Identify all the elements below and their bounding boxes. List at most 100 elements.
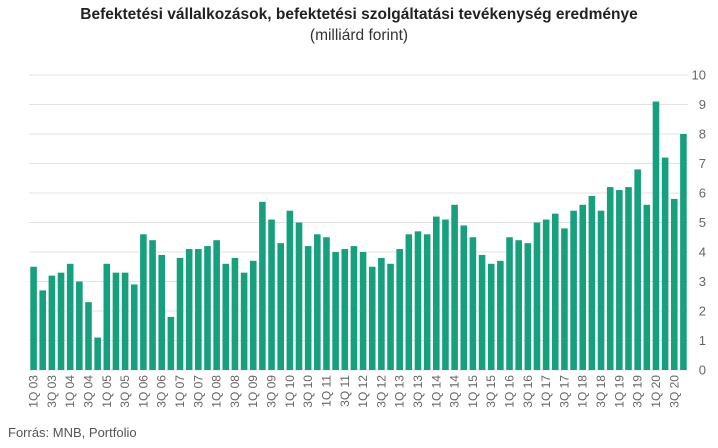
y-tick-label: 7 [699, 156, 706, 171]
x-tick-label: 1Q 13 [393, 375, 407, 408]
x-tick-label: 3Q 13 [411, 375, 425, 408]
bar [158, 254, 166, 370]
grid-lines [29, 74, 688, 371]
bar [643, 204, 651, 370]
bar [487, 263, 495, 370]
x-tick-label: 1Q 16 [503, 375, 517, 408]
bar [661, 157, 669, 370]
bar [670, 198, 678, 370]
y-tick-label: 5 [699, 215, 706, 230]
bar [497, 260, 504, 370]
bar [542, 219, 550, 370]
bar [167, 316, 175, 370]
bar [606, 187, 614, 370]
bar [423, 234, 431, 370]
bar [85, 302, 92, 370]
bar [57, 272, 65, 370]
bar [405, 234, 413, 370]
bar [295, 222, 303, 370]
bar [231, 257, 239, 370]
bar [204, 246, 211, 370]
bar [387, 263, 394, 370]
x-tick-label: 3Q 17 [557, 375, 571, 408]
bar [314, 234, 321, 370]
y-axis-ticks: 0 1 2 3 4 5 6 7 8 9 10 [692, 68, 706, 378]
bar [249, 260, 257, 370]
x-tick-label: 1Q 03 [27, 375, 41, 408]
chart-subtitle: (milliárd forint) [309, 27, 409, 44]
x-tick-label: 1Q 09 [246, 375, 260, 408]
x-tick-label: 3Q 14 [448, 375, 462, 408]
bar [634, 169, 641, 370]
bar [185, 249, 193, 370]
x-tick-label: 1Q 04 [63, 375, 77, 408]
y-tick-label: 0 [699, 363, 706, 378]
y-tick-label: 1 [699, 333, 706, 348]
x-tick-label: 1Q 14 [429, 375, 443, 408]
bar [341, 249, 349, 370]
bars [30, 101, 687, 371]
x-tick-label: 1Q 19 [612, 375, 626, 408]
bar [94, 337, 101, 370]
source-note: Forrás: MNB, Portfolio [8, 425, 137, 440]
x-tick-label: 1Q 08 [210, 375, 224, 408]
bar [30, 266, 37, 370]
bar [66, 263, 74, 370]
bar [597, 210, 605, 370]
x-tick-label: 3Q 09 [265, 375, 279, 408]
y-tick-label: 4 [699, 245, 706, 260]
x-tick-label: 3Q 03 [45, 375, 59, 408]
bar [652, 101, 660, 371]
bar [625, 187, 632, 370]
bar [524, 243, 532, 370]
bar [396, 249, 403, 370]
x-tick-label: 1Q 18 [576, 375, 590, 408]
bar [304, 246, 312, 370]
bar [323, 237, 330, 370]
bar [506, 237, 513, 370]
x-tick-label: 3Q 20 [667, 375, 681, 408]
bar [103, 263, 111, 370]
x-tick-label: 3Q 15 [484, 375, 498, 408]
bar [579, 204, 587, 370]
x-tick-label: 1Q 11 [319, 375, 333, 407]
x-tick-label: 3Q 04 [81, 375, 95, 408]
x-tick-label: 3Q 10 [301, 375, 315, 408]
bar [570, 210, 577, 370]
bar [451, 204, 458, 370]
bar [616, 190, 623, 370]
x-tick-label: 1Q 06 [136, 375, 150, 408]
bar [140, 234, 147, 370]
x-tick-label: 3Q 05 [118, 375, 132, 408]
bar [176, 257, 184, 370]
y-tick-label: 10 [692, 68, 706, 83]
bar [286, 210, 294, 370]
x-tick-label: 1Q 17 [539, 375, 553, 408]
bar [48, 275, 56, 370]
x-tick-label: 3Q 06 [155, 375, 169, 408]
bar [121, 272, 129, 370]
bar [213, 240, 220, 370]
bar [414, 231, 422, 370]
bar [130, 284, 138, 370]
bar [533, 222, 541, 370]
x-tick-label: 1Q 10 [283, 375, 297, 408]
x-tick-label: 1Q 12 [356, 375, 370, 408]
bar [551, 213, 559, 370]
bar [39, 290, 47, 370]
x-tick-label: 3Q 08 [228, 375, 242, 408]
bar [359, 252, 367, 370]
y-tick-label: 6 [699, 186, 706, 201]
x-tick-label: 3Q 07 [191, 375, 205, 408]
bar [332, 252, 339, 370]
bar [368, 266, 376, 370]
x-tick-label: 3Q 11 [338, 375, 352, 407]
x-tick-label: 1Q 05 [100, 375, 114, 408]
x-tick-label: 3Q 16 [521, 375, 535, 408]
bar [149, 240, 156, 370]
bar [277, 243, 284, 370]
bar [259, 201, 266, 370]
chart-title: Befektetési vállalkozások, befektetési s… [80, 6, 638, 23]
bar [350, 246, 358, 370]
